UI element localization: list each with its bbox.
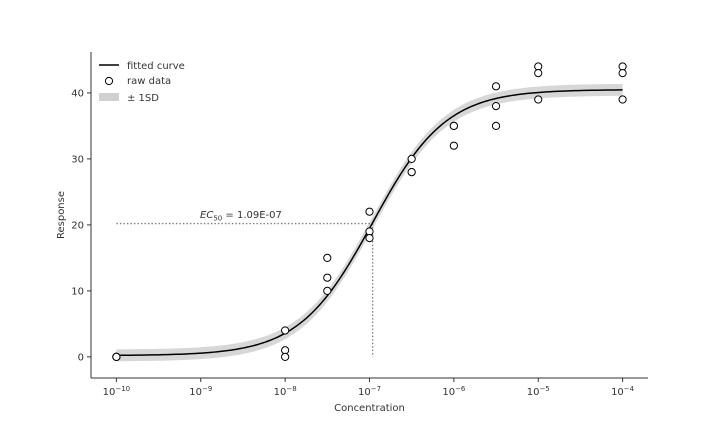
raw-data-point-22 <box>534 69 543 78</box>
x-tick-label-exp-0: −10 <box>115 385 130 393</box>
raw-data-point-25 <box>618 69 627 78</box>
raw-data-point-9 <box>365 207 374 216</box>
raw-data-point-5 <box>281 352 290 361</box>
raw-data-point-8 <box>323 286 332 295</box>
legend-band-label: ± 1SD <box>127 93 159 104</box>
raw-data-point-26 <box>618 95 627 104</box>
x-tick-label-base-4: 10 <box>442 387 455 398</box>
raw-data-point-6 <box>323 253 332 262</box>
ec50-annotation-value: = 1.09E-07 <box>222 210 282 221</box>
x-tick-label-5: 10−5 <box>527 385 550 398</box>
x-tick-label-4: 10−6 <box>442 385 466 398</box>
raw-data-point-12 <box>407 154 416 164</box>
raw-data-point-16 <box>449 121 458 131</box>
raw-data-point-18 <box>491 82 501 91</box>
legend-raw-label: raw data <box>127 76 171 87</box>
x-tick-label-exp-6: −4 <box>624 385 635 393</box>
y-tick-label-2: 20 <box>71 220 84 231</box>
x-tick-label-base-2: 10 <box>274 387 287 398</box>
x-tick-label-exp-2: −8 <box>286 385 296 393</box>
raw-data-point-19 <box>491 102 501 111</box>
ec50-annotation-prefix: EC <box>200 210 213 221</box>
x-tick-label-0: 10−10 <box>103 385 131 398</box>
x-axis-title: Concentration <box>334 403 405 414</box>
x-tick-label-base-5: 10 <box>527 387 540 398</box>
y-tick-label-0: 0 <box>78 352 84 363</box>
raw-data-point-17 <box>449 141 458 150</box>
x-tick-label-exp-1: −9 <box>202 385 212 393</box>
x-tick-label-6: 10−4 <box>611 385 635 398</box>
raw-data-point-20 <box>491 121 501 131</box>
x-tick-label-base-3: 10 <box>358 387 371 398</box>
raw-data-point-14 <box>407 168 416 177</box>
raw-data-point-2 <box>112 352 121 361</box>
x-tick-label-exp-3: −7 <box>371 385 381 393</box>
x-tick-label-base-0: 10 <box>103 387 116 398</box>
sd-band-layer <box>116 83 623 362</box>
legend-fitted-label: fitted curve <box>127 61 185 72</box>
x-tick-label-base-6: 10 <box>611 387 624 398</box>
x-tick-label-2: 10−8 <box>274 385 297 398</box>
y-tick-label-1: 10 <box>71 286 84 297</box>
raw-data-point-3 <box>281 326 290 335</box>
legend-band-swatch <box>99 93 119 101</box>
raw-data-layer <box>112 62 627 361</box>
y-tick-label-4: 40 <box>71 88 84 99</box>
raw-data-point-11 <box>365 233 374 243</box>
raw-data-point-23 <box>534 95 543 104</box>
legend: fitted curve raw data ± 1SD <box>99 61 185 104</box>
ec50-annotation-subscript: 50 <box>213 215 222 223</box>
annotation-layer: EC50 = 1.09E-07 <box>200 210 282 223</box>
ec50-annotation: EC50 = 1.09E-07 <box>200 210 282 223</box>
raw-data-point-7 <box>323 273 332 282</box>
legend-raw-swatch <box>104 76 114 86</box>
y-axis-title: Response <box>56 191 67 239</box>
x-tick-label-1: 10−9 <box>189 385 212 398</box>
x-tick-label-exp-4: −6 <box>455 385 466 393</box>
x-tick-label-3: 10−7 <box>358 385 381 398</box>
y-tick-label-3: 30 <box>71 154 84 165</box>
ec50-guide-layer <box>116 222 374 357</box>
sd-band <box>116 83 623 362</box>
x-tick-label-base-1: 10 <box>189 387 202 398</box>
x-tick-label-exp-5: −5 <box>539 385 549 393</box>
